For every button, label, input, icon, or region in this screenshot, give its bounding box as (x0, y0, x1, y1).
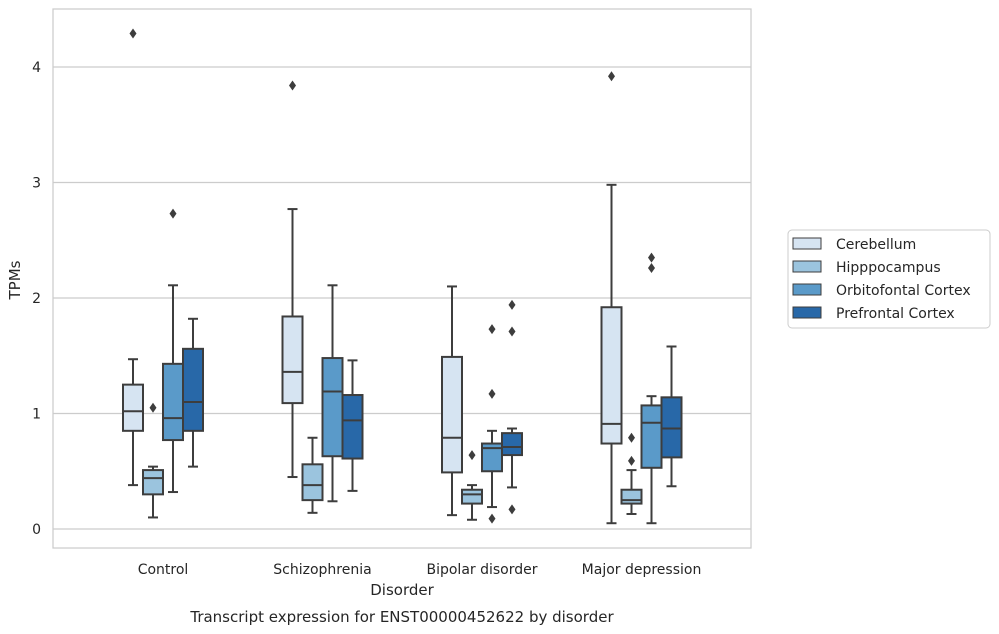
y-tick-label: 4 (32, 60, 41, 76)
outlier-point (648, 262, 655, 273)
box-body (640, 404, 663, 469)
box-body (281, 315, 304, 405)
box-body (600, 306, 623, 445)
chart-caption: Transcript expression for ENST0000045262… (189, 608, 614, 626)
box-1-0 (281, 80, 304, 479)
box-body (142, 469, 164, 496)
outlier-point (488, 388, 496, 399)
plot-frame (52, 8, 752, 549)
legend-swatch (792, 306, 822, 319)
box-body (341, 394, 364, 460)
outlier-point (149, 402, 157, 413)
box-body (301, 463, 324, 502)
legend: Cerebellum Hipppocampus Orbitofontal Corte… (787, 229, 991, 329)
box-body (660, 396, 683, 459)
outlier-point (628, 455, 635, 466)
box-1-2 (321, 284, 344, 503)
legend-swatch (792, 237, 822, 250)
box-3-2 (640, 252, 663, 525)
box-body (481, 442, 503, 473)
x-axis-ticks: Control Schizophrenia Bipolar disorder Majo… (138, 562, 702, 578)
box-2-1 (461, 450, 483, 521)
legend-label: Orbitofontal Cortex (836, 283, 971, 299)
x-tick-label: Schizophrenia (273, 562, 371, 578)
box-3-0 (600, 71, 623, 525)
x-tick-label: Bipolar disorder (426, 562, 537, 578)
outlier-point (648, 252, 655, 263)
box-2-3 (501, 299, 523, 515)
legend-box (787, 229, 991, 329)
box-group-layer (122, 28, 683, 525)
box-3-3 (660, 345, 683, 488)
box-body (620, 488, 643, 505)
outlier-point (169, 208, 177, 219)
x-tick-label: Control (138, 562, 189, 578)
box-body (321, 357, 344, 458)
outlier-point (508, 299, 516, 310)
x-axis-label: Disorder (370, 581, 434, 599)
box-1-3 (341, 359, 364, 492)
legend-swatch (792, 283, 822, 296)
outlier-point (129, 28, 137, 39)
box-body (461, 488, 483, 505)
outlier-point (628, 432, 635, 443)
outlier-point (488, 324, 496, 335)
box-0-1 (142, 402, 164, 519)
outlier-point (289, 80, 296, 91)
box-0-3 (182, 317, 204, 468)
box-body (182, 347, 204, 432)
y-tick-label: 2 (32, 291, 41, 307)
box-2-0 (441, 285, 463, 517)
box-0-2 (162, 208, 184, 494)
outlier-point (608, 71, 615, 82)
box-0-0 (122, 28, 144, 487)
box-body (501, 432, 523, 457)
x-tick-label: Major depression (582, 562, 702, 578)
y-axis-label: TPMs (6, 260, 24, 300)
outlier-point (468, 450, 476, 461)
box-body (162, 362, 184, 442)
outlier-point (488, 513, 496, 524)
y-axis-ticks: 0 1 2 3 4 (32, 60, 41, 538)
legend-label: Prefrontal Cortex (836, 306, 955, 322)
y-tick-label: 3 (32, 176, 41, 192)
y-tick-label: 1 (32, 407, 41, 423)
legend-label: Cerebellum (836, 237, 916, 253)
legend-label: Hipppocampus (836, 260, 941, 276)
box-body (441, 355, 463, 474)
box-1-1 (301, 436, 324, 514)
outlier-point (508, 326, 516, 337)
legend-swatch (792, 260, 822, 273)
outlier-point (508, 504, 516, 515)
box-2-2 (481, 324, 503, 524)
y-tick-label: 0 (32, 522, 41, 538)
box-3-1 (620, 432, 643, 515)
box-body (122, 383, 144, 432)
